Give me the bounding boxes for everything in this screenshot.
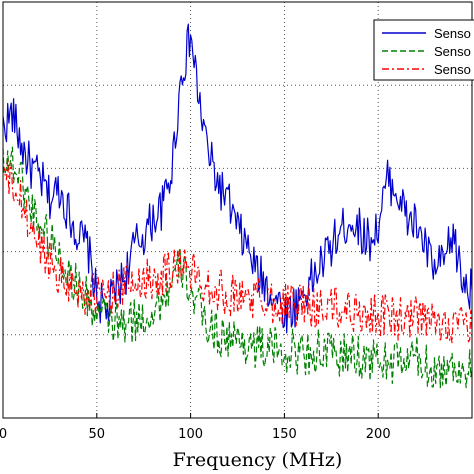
legend-label-3: Senso: [434, 62, 471, 77]
plot-frame: [2, 1, 473, 419]
series-line-1: [2, 23, 473, 334]
legend-label-1: Senso: [434, 26, 471, 41]
legend-box: [373, 19, 474, 81]
series-line-3: [2, 157, 473, 344]
x-tick-label: 200: [366, 427, 391, 442]
x-tick-label: 50: [89, 427, 106, 442]
x-axis-label: Frequency (MHz): [173, 449, 343, 471]
x-tick-label: 100: [178, 427, 203, 442]
x-axis-ticks: 0 50 100 150 200: [0, 413, 391, 442]
series-layer: [2, 23, 473, 389]
legend: Senso Senso Senso: [373, 19, 474, 81]
x-tick-label: 150: [272, 427, 297, 442]
series-line-2: [2, 146, 473, 389]
legend-label-2: Senso: [434, 44, 471, 59]
x-tick-label: 0: [0, 427, 7, 442]
